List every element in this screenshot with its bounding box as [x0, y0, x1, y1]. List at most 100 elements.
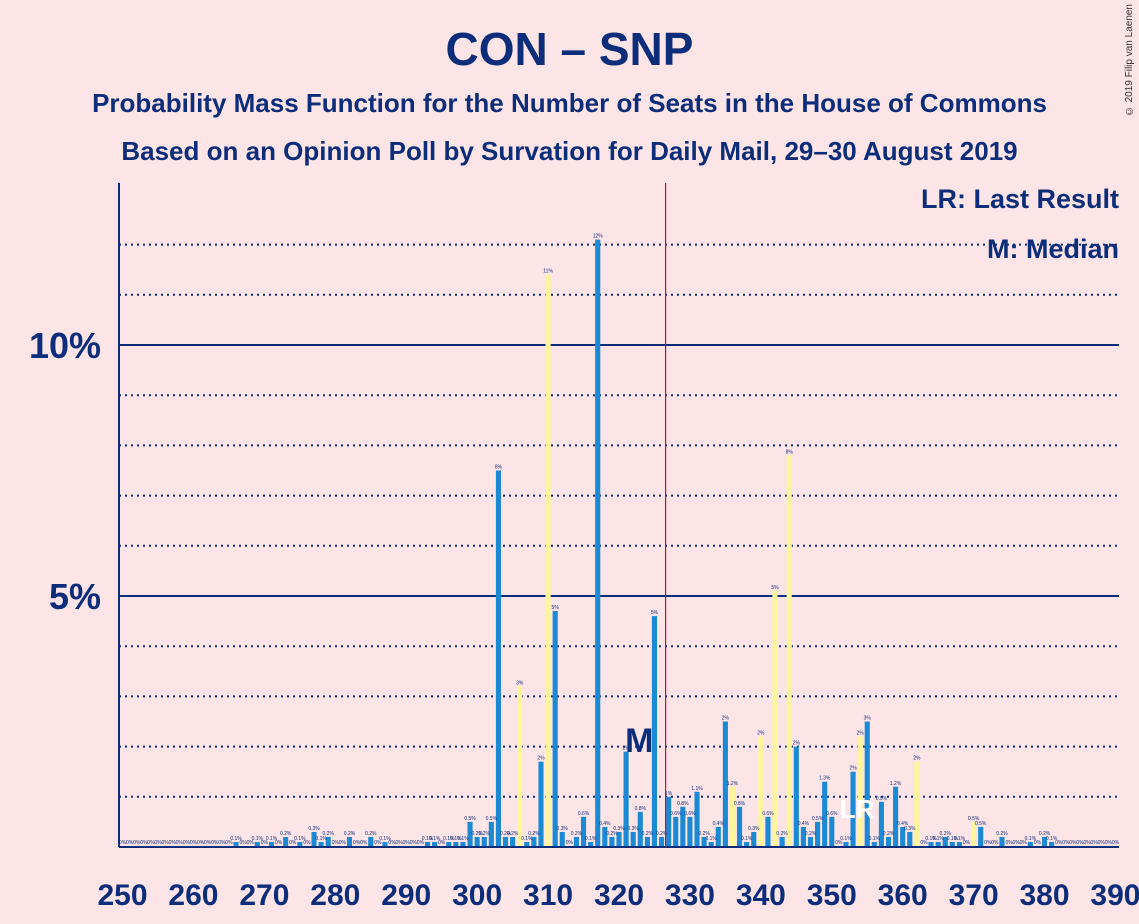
data-labels: 0% 0% 0% 0% 0% 0% 0% 0% 0% 0% 0% 0% 0% 0% 0% 0%0.1%0% 0%… [119, 234, 1120, 847]
bar-label-385: 0% [1076, 840, 1084, 846]
bar-label-342: 5% [771, 585, 779, 591]
bar-label-368: 0.1% [954, 836, 966, 842]
axes: 5% 10% 250 260 270 280 290 300 310 320 330 340 350 36… [29, 183, 1139, 912]
bar-label-260: 0% [190, 840, 198, 846]
bar-365 [935, 841, 941, 847]
bar-347 [807, 836, 814, 847]
bar-label-291: 0% [410, 840, 418, 846]
bar-label-309: 2% [537, 756, 545, 762]
annotations: M LR [625, 183, 875, 847]
bar-label-334: 0.4% [713, 821, 725, 827]
bar-label-350: 0.6% [826, 811, 838, 817]
bar-label-345: 2% [793, 741, 801, 747]
bar-label-301: 0.2% [479, 831, 491, 837]
bar-label-384: 0% [1069, 840, 1077, 846]
bar-label-337: 0.8% [734, 801, 746, 807]
bar-label-296: 0.1% [443, 836, 455, 842]
bar-279 [325, 836, 331, 847]
bar-330 [687, 816, 693, 847]
bar-310 [545, 274, 551, 848]
bar-label-278: 0.1% [315, 836, 327, 842]
bar-368 [956, 841, 962, 847]
grid-lines [119, 243, 1119, 798]
bar-318 [602, 826, 608, 847]
bar-label-358: 0.2% [883, 831, 895, 837]
bar-label-366: 0.2% [940, 831, 952, 837]
bar-label-389: 0% [1105, 840, 1113, 846]
bar-label-280: 0% [332, 840, 340, 846]
bar-label-321: 2% [622, 746, 630, 752]
bar-355 [864, 721, 870, 847]
bar-label-356: 0.1% [869, 836, 881, 842]
bar-label-273: 0.2% [280, 831, 292, 837]
bar-label-357: 0.9% [876, 796, 888, 802]
bar-label-322: 0.3% [627, 826, 639, 832]
bar-label-288: 0% [388, 840, 396, 846]
bar-label-372: 0% [984, 840, 992, 846]
bar-label-269: 0.1% [252, 836, 264, 842]
median-marker: M [625, 722, 653, 760]
bar-340 [758, 736, 764, 847]
bar-366 [942, 836, 948, 847]
bar-label-310: 11% [543, 269, 553, 275]
bar-338 [744, 841, 750, 847]
bar-321 [623, 751, 629, 847]
bar-381 [1049, 841, 1055, 847]
x-tick-label: 380 [1020, 879, 1070, 912]
bar-label-327: 1% [665, 791, 673, 797]
bar-320 [616, 831, 622, 847]
bar-label-377: 0% [1020, 840, 1028, 846]
bar-371 [978, 826, 984, 847]
bar-label-363: 0% [920, 840, 928, 846]
bar-296 [446, 841, 452, 847]
bar-label-290: 0% [403, 840, 411, 846]
bar-label-295: 0% [438, 840, 446, 846]
bar-287 [382, 841, 388, 847]
bar-label-252: 0% [133, 840, 141, 846]
bar-label-313: 0% [566, 840, 574, 846]
bar-275 [297, 841, 303, 847]
bar-label-346: 0.4% [798, 821, 810, 827]
bar-label-365: 0.1% [932, 836, 944, 842]
y-tick-label: 5% [49, 576, 101, 617]
x-tick-label: 360 [878, 879, 928, 912]
bar-label-328: 0.6% [670, 811, 682, 817]
bar-label-297: 0.1% [450, 836, 462, 842]
bar-label-272: 0% [275, 840, 283, 846]
bar-317 [595, 239, 601, 847]
bar-label-359: 1.2% [890, 781, 902, 787]
bar-302 [488, 821, 494, 847]
bar-label-284: 0% [360, 840, 368, 846]
bar-350 [829, 816, 835, 847]
chart-source: Based on an Opinion Poll by Survation fo… [121, 136, 1018, 166]
bar-374 [999, 836, 1005, 847]
bar-label-307: 0.1% [521, 836, 533, 842]
x-tick-label: 270 [239, 879, 289, 912]
bar-label-263: 0% [211, 840, 219, 846]
bar-label-282: 0.2% [344, 831, 356, 837]
bar-303 [495, 470, 501, 847]
bar-label-369: 0% [963, 840, 971, 846]
bar-label-293: 0.1% [422, 836, 434, 842]
bar-269 [254, 841, 260, 847]
bar-label-312: 0.3% [557, 826, 569, 832]
bar-306 [517, 686, 523, 847]
bar-label-292: 0% [417, 840, 425, 846]
bar-335 [722, 721, 728, 847]
bar-label-367: 0.1% [947, 836, 959, 842]
bar-label-340: 2% [757, 731, 765, 737]
bar-305 [510, 836, 516, 847]
x-tick-label: 260 [168, 879, 218, 912]
x-tick-label: 320 [594, 879, 644, 912]
bar-label-265: 0% [225, 840, 233, 846]
bar-282 [346, 836, 353, 847]
chart-title: CON – SNP [445, 23, 694, 75]
bar-271 [268, 841, 275, 847]
bar-label-316: 0.1% [585, 836, 597, 842]
bar-285 [368, 836, 374, 847]
bar-label-341: 0.6% [762, 811, 774, 817]
bar-352 [843, 841, 849, 847]
bar-label-378: 0.1% [1025, 836, 1037, 842]
bar-label-371: 0.5% [975, 821, 987, 827]
